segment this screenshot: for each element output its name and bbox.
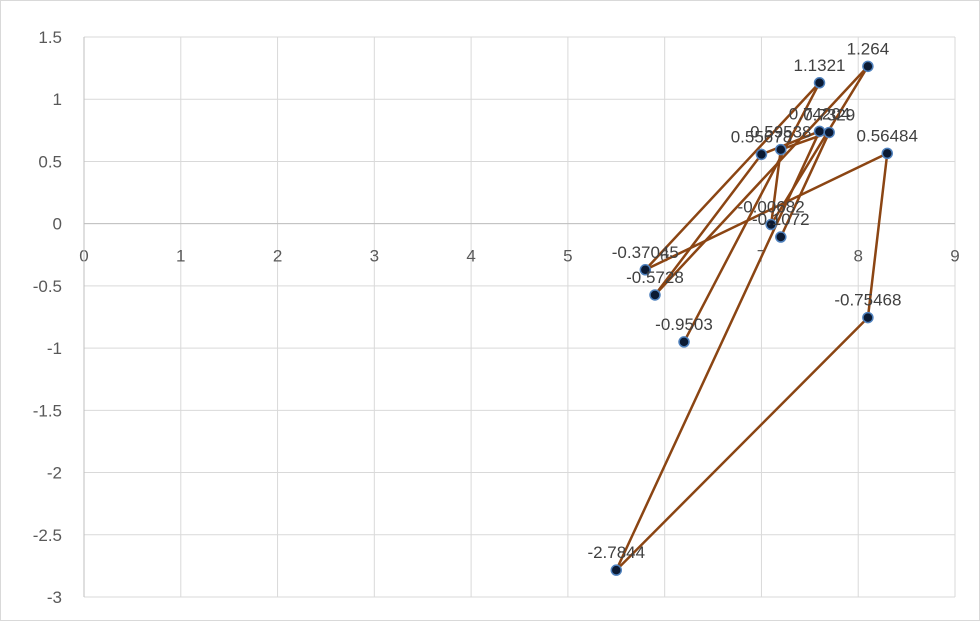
data-labels: -0.9503 1.1321 -0.37045 0.56484 -0.75468 -2.7…: [587, 39, 918, 562]
data-point: [649, 289, 661, 301]
data-label: -0.37045: [612, 243, 679, 262]
series-line-segment: [615, 130, 821, 572]
x-tick-label: 1: [176, 247, 185, 266]
series-line-segment: [769, 148, 783, 226]
data-point: [881, 147, 894, 160]
data-point: [862, 60, 874, 73]
x-tick-label: 4: [466, 247, 475, 266]
y-tick-label: 1: [53, 90, 62, 109]
data-label: -0.9503: [655, 315, 713, 334]
data-label: -0.1072: [752, 210, 810, 229]
x-tick-label: 2: [273, 247, 282, 266]
data-point: [678, 336, 690, 348]
y-tick-label: -0.5: [33, 277, 62, 296]
data-point: [755, 148, 768, 161]
data-label: 0.74204: [789, 104, 850, 123]
data-label: 0.56484: [857, 126, 918, 145]
data-label: 0.59538: [750, 123, 811, 142]
series-line-segment: [653, 153, 763, 297]
axes: 01234567891.510.50-0.5-1-1.5-2-2.5-3: [33, 28, 960, 607]
data-label: -0.75468: [834, 291, 901, 310]
y-tick-label: 0.5: [38, 152, 62, 171]
x-tick-label: 6: [660, 247, 669, 266]
y-tick-label: -1.5: [33, 401, 62, 420]
series-line-segment: [866, 152, 889, 319]
x-tick-label: 5: [563, 247, 572, 266]
y-tick-label: -1: [47, 339, 62, 358]
data-label: -0.5728: [626, 268, 684, 287]
x-tick-label: 8: [853, 247, 862, 266]
y-tick-label: -2.5: [33, 526, 62, 545]
x-tick-label: 3: [370, 247, 379, 266]
data-point: [775, 143, 787, 156]
y-tick-label: -3: [47, 588, 62, 607]
series-markers: [610, 60, 894, 576]
x-tick-label: 9: [950, 247, 959, 266]
data-label: 0.7329: [803, 105, 855, 124]
series-line-segment: [644, 81, 821, 272]
y-tick-label: -2: [47, 464, 62, 483]
y-tick-label: 0: [53, 215, 62, 234]
data-label: -0.00682: [738, 198, 805, 217]
series-line-segment: [769, 65, 870, 226]
series-line-segment: [644, 152, 889, 272]
data-point: [765, 218, 777, 231]
data-point: [813, 125, 826, 138]
data-label: 1.264: [847, 39, 890, 58]
series-line-segment: [682, 81, 821, 344]
data-point: [862, 311, 874, 324]
data-point: [610, 564, 623, 576]
series-line-segment: [779, 131, 831, 239]
data-label: 0.55678: [731, 127, 792, 146]
data-label: -2.7844: [587, 543, 645, 562]
series-line-segment: [653, 65, 870, 297]
data-point: [823, 126, 835, 139]
data-point: [639, 264, 652, 276]
series-lines: [615, 65, 889, 572]
y-tick-label: 1.5: [38, 28, 62, 47]
data-point: [775, 231, 787, 243]
series-line-segment: [615, 316, 870, 572]
series-line-segment: [760, 130, 821, 156]
data-label: 1.1321: [794, 56, 846, 75]
data-point: [813, 77, 826, 89]
